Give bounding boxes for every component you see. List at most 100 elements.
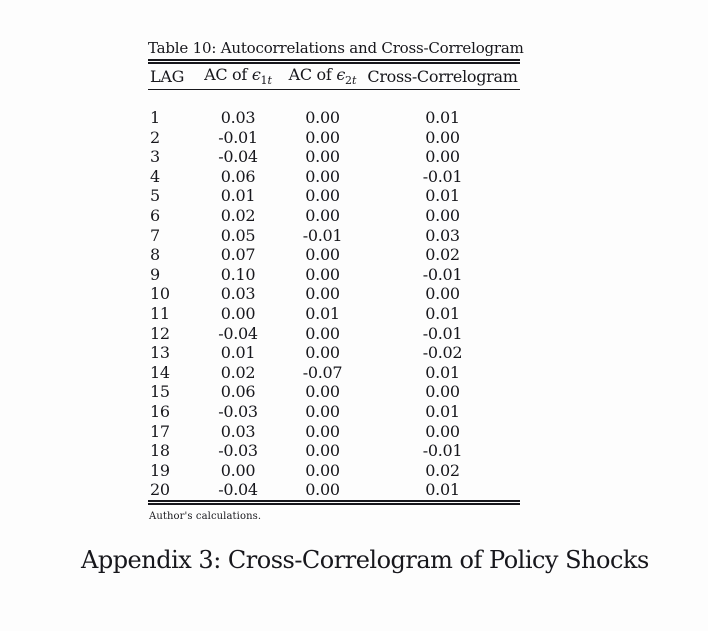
- table-row: 16 -0.03 0.00 0.01: [148, 402, 520, 422]
- lag-cell: 19: [150, 460, 170, 480]
- table-row: 18 -0.03 0.00 -0.01: [148, 441, 520, 461]
- value-cell: 0.06: [220, 166, 256, 186]
- table-row: 1 0.03 0.00 0.01: [148, 108, 520, 128]
- table-row: 8 0.07 0.00 0.02: [148, 245, 520, 265]
- value-cell: 0.00: [425, 284, 460, 304]
- table-row: 10 0.03 0.00 0.00: [148, 284, 520, 304]
- header-ac-eps1-prefix: AC of: [204, 65, 252, 85]
- value-cell: 0.00: [305, 108, 340, 127]
- value-cell: 0.02: [220, 362, 256, 382]
- value-cell: 0.00: [305, 343, 340, 363]
- value-cell: 0.00: [305, 205, 340, 225]
- header-ac-eps2-prefix: AC of: [288, 65, 337, 85]
- autocorrelation-table: LAG AC of ϵ1t AC of ϵ2t Cross-Correlogra…: [148, 59, 520, 505]
- value-cell: -0.01: [422, 323, 463, 343]
- value-cell: 0.02: [425, 460, 460, 480]
- epsilon-symbol: ϵ: [336, 65, 345, 85]
- lag-cell: 5: [150, 186, 160, 206]
- lag-cell: 7: [150, 225, 160, 245]
- value-cell: 0.06: [220, 382, 256, 402]
- lag-cell: 16: [150, 401, 170, 421]
- value-cell: -0.01: [422, 166, 463, 186]
- value-cell: 0.00: [305, 460, 340, 480]
- lag-cell: 4: [150, 166, 160, 186]
- value-cell: 0.00: [425, 127, 460, 147]
- lag-cell: 20: [150, 480, 170, 500]
- value-cell: 0.01: [305, 303, 340, 323]
- value-cell: 0.01: [425, 303, 460, 323]
- value-cell: -0.02: [422, 343, 463, 363]
- table-body: 1 0.03 0.00 0.01 2 -0.01 0.00 0.00 3 -0.04 0.00 0.0…: [148, 108, 520, 502]
- value-cell: 0.00: [305, 147, 340, 167]
- value-cell: 0.00: [425, 421, 460, 441]
- value-cell: -0.04: [218, 480, 258, 500]
- lag-cell: 3: [150, 147, 160, 167]
- lag-cell: 8: [150, 245, 160, 265]
- epsilon-symbol: ϵ: [251, 65, 261, 85]
- value-cell: 0.00: [425, 205, 460, 225]
- value-cell: -0.03: [218, 441, 258, 461]
- value-cell: 0.01: [425, 401, 460, 421]
- table-footnote: Author's calculations.: [149, 511, 262, 522]
- table-row: 3 -0.04 0.00 0.00: [148, 147, 520, 167]
- subscript: 2t: [344, 74, 357, 88]
- value-cell: 0.01: [220, 186, 256, 206]
- value-cell: -0.01: [302, 225, 343, 245]
- table-row: 2 -0.01 0.00 0.00: [148, 128, 520, 148]
- value-cell: -0.01: [422, 264, 463, 284]
- value-cell: 0.00: [305, 127, 340, 147]
- value-cell: 0.01: [425, 362, 460, 382]
- lag-cell: 14: [150, 362, 170, 382]
- table-row: 20 -0.04 0.00 0.01: [148, 480, 520, 502]
- table-row: 4 0.06 0.00 -0.01: [148, 167, 520, 187]
- table-caption: Table 10: Autocorrelations and Cross-Cor…: [148, 39, 524, 57]
- value-cell: -0.01: [218, 127, 258, 147]
- value-cell: 0.00: [305, 480, 340, 500]
- table-row: 19 0.00 0.00 0.02: [148, 461, 520, 481]
- lag-cell: 1: [150, 108, 160, 127]
- lag-cell: 9: [150, 264, 160, 284]
- table-row: 6 0.02 0.00 0.00: [148, 206, 520, 226]
- lag-cell: 10: [150, 284, 170, 304]
- header-ac-eps2: AC of ϵ2t: [280, 61, 365, 90]
- table-row: 15 0.06 0.00 0.00: [148, 382, 520, 402]
- table-header-row: LAG AC of ϵ1t AC of ϵ2t Cross-Correlogra…: [148, 61, 520, 90]
- header-ac-eps1: AC of ϵ1t: [196, 61, 280, 90]
- value-cell: 0.00: [425, 382, 460, 402]
- header-gap: [148, 90, 520, 109]
- table-row: 17 0.03 0.00 0.00: [148, 422, 520, 442]
- value-cell: 0.00: [305, 382, 340, 402]
- header-cross-correlogram: Cross-Correlogram: [365, 61, 520, 90]
- value-cell: 0.00: [305, 284, 340, 304]
- value-cell: 0.00: [305, 323, 340, 343]
- value-cell: -0.03: [218, 401, 258, 421]
- value-cell: 0.05: [220, 225, 256, 245]
- lag-cell: 6: [150, 205, 160, 225]
- value-cell: 0.10: [220, 264, 256, 284]
- value-cell: 0.07: [220, 245, 256, 265]
- table-row: 11 0.00 0.01 0.01: [148, 304, 520, 324]
- lag-cell: 2: [150, 127, 160, 147]
- value-cell: 0.03: [425, 225, 460, 245]
- lag-cell: 15: [150, 382, 170, 402]
- lag-cell: 13: [150, 343, 170, 363]
- value-cell: 0.00: [305, 186, 340, 206]
- value-cell: 0.03: [220, 108, 256, 127]
- value-cell: 0.00: [220, 460, 256, 480]
- subscript: 1t: [260, 74, 272, 88]
- value-cell: -0.04: [218, 323, 258, 343]
- value-cell: 0.01: [220, 343, 256, 363]
- value-cell: 0.00: [305, 441, 340, 461]
- table-row: 13 0.01 0.00 -0.02: [148, 343, 520, 363]
- value-cell: 0.01: [425, 186, 460, 206]
- value-cell: 0.00: [425, 147, 460, 167]
- lag-cell: 11: [150, 303, 170, 323]
- value-cell: 0.00: [305, 264, 340, 284]
- value-cell: 0.00: [305, 421, 340, 441]
- value-cell: 0.00: [305, 166, 340, 186]
- value-cell: -0.04: [218, 147, 258, 167]
- value-cell: 0.01: [425, 108, 460, 127]
- table-row: 5 0.01 0.00 0.01: [148, 186, 520, 206]
- value-cell: 0.03: [220, 421, 256, 441]
